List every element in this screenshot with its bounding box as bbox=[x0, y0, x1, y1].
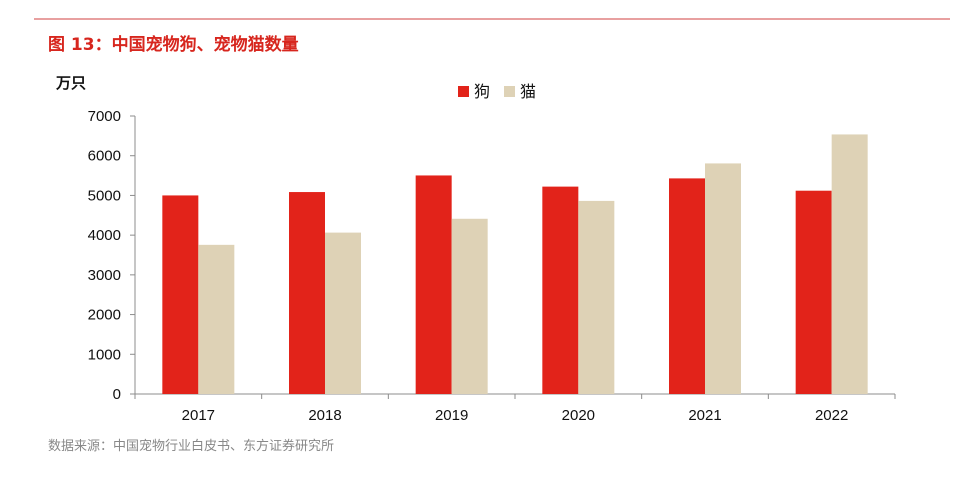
bar-dog-2019 bbox=[415, 175, 452, 394]
x-tick-label: 2020 bbox=[562, 407, 595, 424]
y-tick-label: 2000 bbox=[88, 307, 121, 324]
bar-cat-2018 bbox=[325, 232, 361, 394]
x-tick-label: 2019 bbox=[435, 407, 468, 424]
bar-dog-2020 bbox=[542, 186, 579, 394]
legend: 狗 猫 bbox=[458, 82, 536, 101]
bar-cat-2021 bbox=[705, 163, 741, 394]
top-divider bbox=[34, 18, 950, 20]
data-source-note: 数据来源：中国宠物行业白皮书、东方证券研究所 bbox=[48, 439, 335, 454]
x-tick-label: 2021 bbox=[688, 407, 721, 424]
y-tick-label: 3000 bbox=[88, 267, 121, 284]
x-tick-label: 2022 bbox=[815, 407, 848, 424]
legend-swatch-cat bbox=[504, 86, 515, 97]
bar-cat-2020 bbox=[578, 200, 615, 394]
legend-label-cat: 猫 bbox=[520, 82, 536, 101]
x-tick-label: 2018 bbox=[308, 407, 341, 424]
bar-dog-2021 bbox=[669, 178, 705, 394]
legend-swatch-dog bbox=[458, 86, 469, 97]
y-tick-label: 7000 bbox=[88, 108, 121, 125]
y-tick-label: 1000 bbox=[88, 346, 121, 363]
y-axis-unit-label: 万只 bbox=[55, 74, 86, 92]
bar-dog-2018 bbox=[289, 192, 325, 394]
y-tick-label: 5000 bbox=[88, 187, 121, 204]
x-tick-label: 2017 bbox=[182, 407, 215, 424]
y-tick-label: 4000 bbox=[88, 227, 121, 244]
bar-dog-2017 bbox=[162, 195, 199, 394]
bar-cat-2022 bbox=[831, 134, 868, 394]
legend-label-dog: 狗 bbox=[474, 82, 490, 101]
bar-cat-2019 bbox=[451, 218, 488, 394]
y-tick-label: 6000 bbox=[88, 148, 121, 165]
bar-cat-2017 bbox=[198, 244, 235, 394]
bar-dog-2022 bbox=[795, 190, 832, 394]
figure-title: 图 13：中国宠物狗、宠物猫数量 bbox=[48, 35, 299, 55]
y-tick-label: 0 bbox=[113, 386, 121, 403]
